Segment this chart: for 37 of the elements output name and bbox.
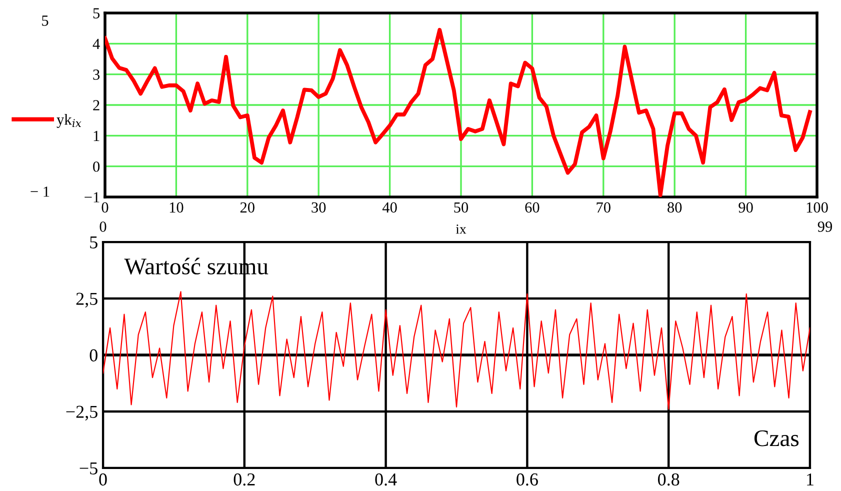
y-tick-label: 4: [92, 38, 100, 49]
x-tick-label: 0.6: [516, 473, 538, 486]
text: 5: [42, 16, 48, 26]
x-tick-label: 1: [807, 473, 814, 486]
x-tick-label: 60: [525, 202, 540, 213]
y-tick-label: 0: [90, 349, 98, 362]
x-tick-label: 80: [668, 202, 682, 213]
x-tick-label: 10: [170, 202, 184, 213]
x-tick-label: 40: [382, 202, 397, 213]
x-tick-label: 70: [596, 202, 610, 213]
x-tick-label: 20: [240, 202, 254, 213]
x-axis-title: Czas: [754, 430, 799, 446]
line-series: [105, 28, 812, 197]
x-tick-label: 100: [806, 202, 828, 213]
y-tick-label: −2,5: [66, 406, 98, 421]
x-tick-label: 90: [738, 202, 753, 213]
x-tick-label: 30: [312, 202, 326, 213]
text: − 1: [30, 186, 50, 197]
y-tick-label: 2,5: [76, 292, 98, 308]
x-tick-label: 0.4: [375, 473, 397, 486]
x-tick-label: 0.2: [234, 473, 255, 486]
y-tick-label: 5: [90, 236, 98, 248]
x-axis-title: ix: [456, 224, 466, 234]
y-tick-label: 5: [93, 8, 100, 18]
y-tick-label: 2: [93, 100, 100, 110]
text: 0: [100, 222, 106, 232]
y-tick-label: −1: [84, 192, 100, 202]
line-series: [103, 291, 810, 410]
legend-label: yk$_{ix}$: [56, 114, 82, 128]
y-tick-label: 0: [93, 161, 100, 172]
y-tick-label: 3: [93, 70, 100, 80]
x-tick-label: 50: [454, 202, 468, 213]
y-tick-label: −5: [80, 462, 98, 474]
x-tick-label: 0: [102, 202, 108, 213]
y-tick-label: 1: [94, 130, 100, 141]
text: 99: [818, 222, 832, 232]
x-tick-label: 0.8: [658, 473, 680, 486]
